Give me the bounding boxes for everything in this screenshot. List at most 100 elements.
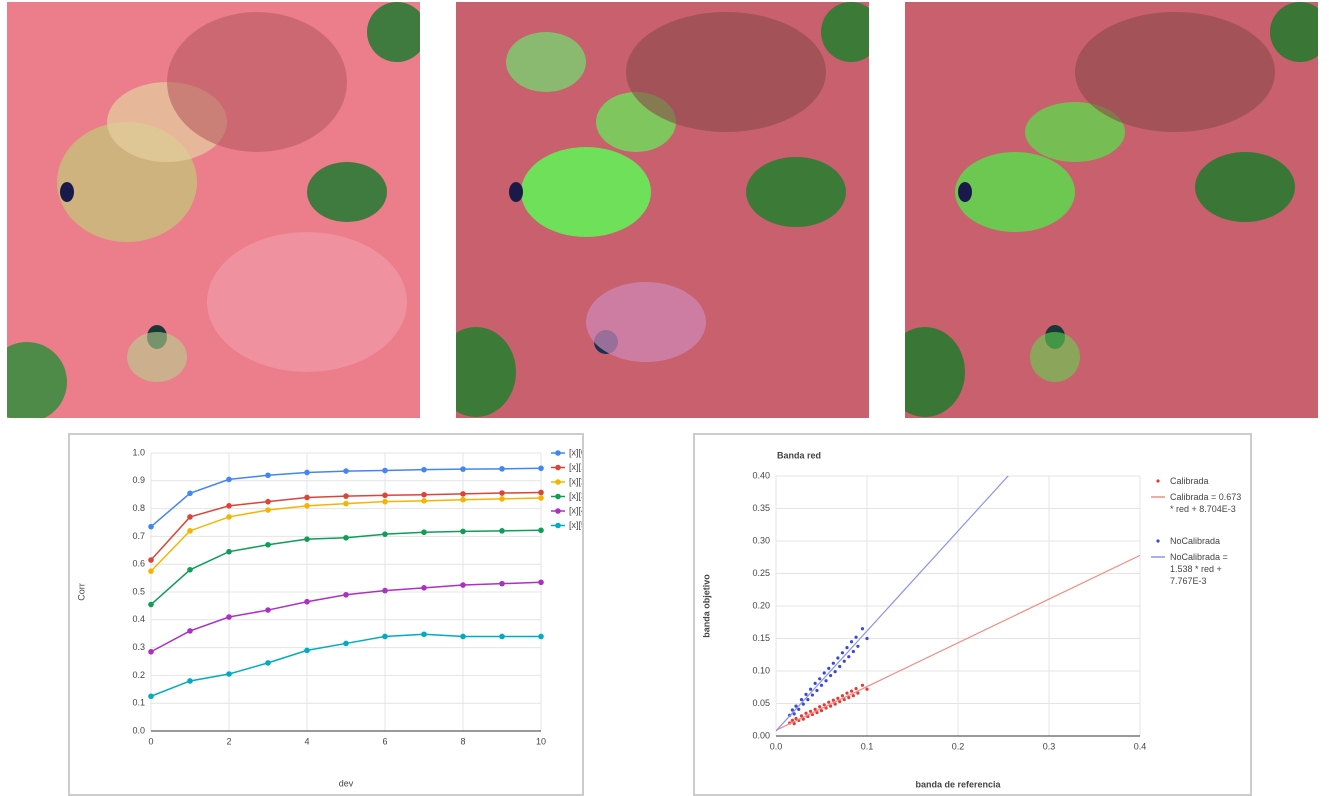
legend-label: [x][0] xyxy=(569,447,582,457)
point xyxy=(460,582,466,588)
y-tick-label: 0.05 xyxy=(752,698,770,708)
point xyxy=(304,494,310,501)
point xyxy=(538,465,544,472)
point xyxy=(865,636,869,641)
point xyxy=(845,691,849,695)
point xyxy=(790,718,794,722)
point xyxy=(808,687,813,691)
point xyxy=(822,671,826,675)
scatter-chart: 0.00 0.05 0.10 0.15 0.20 0.25 0.30 0.35 0.40 0.0 0… xyxy=(701,450,1165,789)
point xyxy=(421,498,427,504)
x-axis-label: banda de referencia xyxy=(915,779,1001,789)
point xyxy=(343,500,349,507)
point xyxy=(265,660,271,666)
legend-label: Calibrada xyxy=(1170,476,1209,486)
legend-label: [x][4] xyxy=(569,505,582,515)
point xyxy=(421,491,427,498)
point xyxy=(838,664,842,669)
point xyxy=(851,694,855,698)
point xyxy=(813,707,817,711)
point xyxy=(860,627,865,631)
point xyxy=(790,708,794,712)
point xyxy=(499,528,505,534)
point xyxy=(829,673,833,678)
x-tick-label: 0.2 xyxy=(952,741,965,751)
legend-marker xyxy=(555,493,561,500)
trendline-label: NoCalibrada = 1.538 * red + 7.767E-3 xyxy=(1170,552,1228,586)
point xyxy=(538,527,544,534)
point xyxy=(382,531,388,537)
legend-label: [x][5] xyxy=(569,520,582,530)
point xyxy=(792,722,796,726)
point xyxy=(808,709,813,713)
point xyxy=(460,633,466,640)
point xyxy=(304,503,310,509)
point xyxy=(226,548,232,555)
point xyxy=(804,692,808,696)
point xyxy=(148,523,154,530)
point xyxy=(187,528,193,534)
x-tick-label: 6 xyxy=(382,736,387,746)
y-tick-label: 0.4 xyxy=(132,614,145,624)
point xyxy=(148,648,154,655)
point xyxy=(847,696,851,700)
point xyxy=(304,469,310,476)
satellite-image-2 xyxy=(456,2,869,418)
point xyxy=(538,579,544,586)
point xyxy=(801,702,805,706)
point xyxy=(840,651,845,655)
point xyxy=(818,705,822,709)
point xyxy=(265,472,271,479)
point xyxy=(824,679,828,683)
point xyxy=(421,466,427,473)
x-tick-label: 4 xyxy=(304,736,309,746)
point xyxy=(226,503,232,509)
point xyxy=(265,541,271,548)
point xyxy=(806,698,810,702)
point xyxy=(304,598,310,605)
y-axis-label: Corr xyxy=(76,583,86,601)
legend-label: NoCalibrada xyxy=(1170,536,1221,546)
y-tick-label: 0.8 xyxy=(132,503,145,513)
y-tick-label: 0.2 xyxy=(132,670,145,680)
point xyxy=(265,498,271,505)
y-tick-label: 0.9 xyxy=(132,475,145,485)
y-tick-label: 0.35 xyxy=(752,503,770,513)
point xyxy=(836,656,840,660)
point xyxy=(860,683,865,687)
point xyxy=(343,591,349,598)
x-tick-label: 8 xyxy=(460,736,465,746)
point xyxy=(382,587,388,594)
point xyxy=(226,514,232,520)
point xyxy=(831,661,835,665)
x-tick-label: 0.1 xyxy=(861,741,874,751)
point xyxy=(265,607,271,613)
point xyxy=(460,466,466,472)
point xyxy=(827,666,831,670)
y-tick-label: 0.30 xyxy=(752,535,770,545)
point xyxy=(856,644,860,648)
point xyxy=(187,566,193,573)
point xyxy=(421,631,427,638)
point xyxy=(499,490,505,496)
point xyxy=(794,704,798,708)
point xyxy=(819,709,824,713)
point xyxy=(831,698,835,702)
point xyxy=(829,704,833,708)
y-tick-label: 0.25 xyxy=(752,568,770,578)
point xyxy=(849,689,854,693)
point xyxy=(836,696,840,700)
point xyxy=(819,683,824,687)
point xyxy=(810,693,814,697)
point xyxy=(382,498,388,505)
point xyxy=(851,649,855,654)
legend-marker xyxy=(1156,539,1160,543)
point xyxy=(854,686,858,691)
point xyxy=(343,493,349,499)
point xyxy=(840,694,845,698)
y-tick-label: 0.7 xyxy=(132,531,145,541)
point xyxy=(187,678,193,684)
point xyxy=(148,693,154,700)
point xyxy=(343,534,349,541)
legend-label: [x][1] xyxy=(569,462,582,472)
